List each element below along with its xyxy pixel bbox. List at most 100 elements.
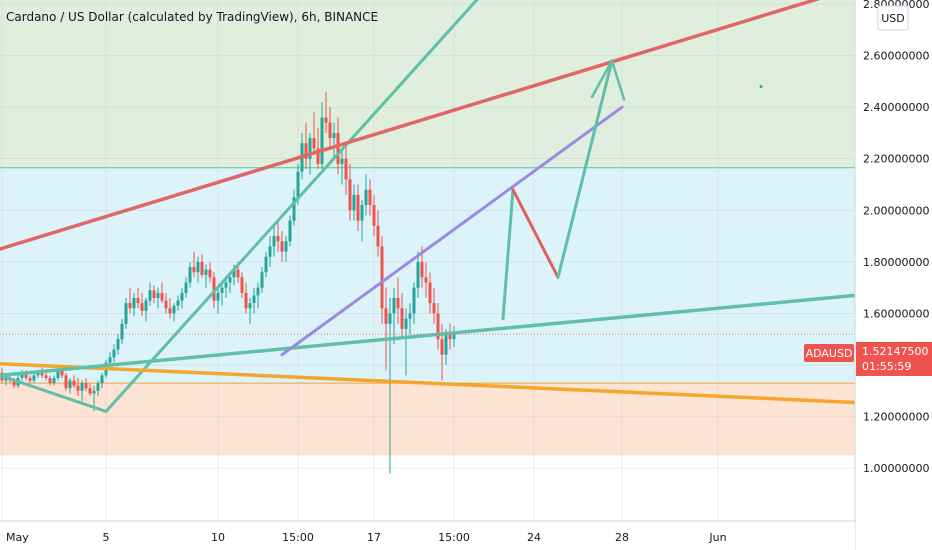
candle-body	[24, 372, 28, 378]
price-tick-label: 1.20000000	[863, 411, 929, 424]
time-axis-bg	[0, 521, 855, 550]
candle-body	[124, 303, 128, 324]
candle-body	[228, 277, 232, 283]
candle-body	[200, 261, 204, 275]
price-tag-countdown: 01:55:59	[862, 360, 911, 373]
time-tick-label: 10	[211, 531, 225, 544]
last-price-tag: ADAUSD 1.52147500 01:55:59	[804, 342, 932, 376]
candle-body	[248, 303, 252, 309]
candle-body	[268, 246, 272, 257]
projection-down	[511, 188, 560, 279]
candle-body	[332, 132, 336, 139]
time-tick-label: 15:00	[438, 531, 470, 544]
candle-body	[168, 308, 172, 314]
candle-body	[40, 372, 44, 376]
orange-support-line	[0, 362, 857, 405]
candle-body	[140, 303, 144, 311]
candle-body	[172, 305, 176, 314]
candle-body	[64, 375, 68, 389]
candle-body	[360, 205, 364, 221]
candle-body	[224, 282, 228, 288]
candle-body	[92, 390, 96, 394]
price-tag-symbol: ADAUSD	[806, 347, 853, 360]
price-axis-bg	[855, 0, 932, 550]
candle-body	[4, 377, 8, 381]
support-zone	[0, 383, 855, 456]
candle-body	[136, 298, 140, 304]
candle-body	[164, 300, 168, 309]
candles	[0, 91, 456, 474]
trend-drawings	[0, 0, 857, 413]
candle-body	[48, 377, 52, 384]
currency-label: USD	[881, 12, 905, 25]
candle-body	[76, 385, 80, 391]
price-tick-label: 1.00000000	[863, 462, 929, 475]
time-tick-label: Jun	[708, 531, 726, 544]
currency-button[interactable]: USD	[877, 5, 909, 31]
candle-body	[448, 334, 452, 340]
candle-body	[144, 300, 148, 311]
candle-body	[44, 375, 48, 378]
teal-support-line	[0, 293, 857, 378]
projection-up-2	[556, 59, 614, 279]
candle-body	[148, 290, 152, 301]
candle-body	[376, 225, 380, 247]
candle-body	[156, 292, 160, 298]
candle-body	[364, 189, 368, 206]
candle-body	[324, 117, 328, 123]
time-tick-label: 28	[615, 531, 629, 544]
candle-body	[436, 313, 440, 340]
candle-body	[252, 295, 256, 304]
candle-body	[304, 143, 308, 159]
projection-arrowhead	[590, 59, 626, 101]
candle-body	[60, 370, 64, 376]
time-tick-label: 24	[527, 531, 541, 544]
down-trend-line	[0, 373, 108, 413]
candle-body	[204, 269, 208, 275]
price-tick-label: 2.60000000	[863, 50, 929, 63]
candle-body	[328, 122, 332, 139]
candle-body	[12, 380, 16, 386]
candle-body	[372, 205, 376, 226]
candle-body	[280, 241, 284, 252]
candle-body	[152, 290, 156, 298]
candle-body	[88, 388, 92, 394]
candle-body	[108, 357, 112, 363]
candle-body	[28, 377, 32, 381]
candle-body	[416, 261, 420, 288]
candle-body	[272, 236, 276, 247]
candle-body	[80, 383, 84, 391]
candle-body	[220, 287, 224, 293]
candle-body	[68, 380, 72, 389]
time-tick-label: May	[6, 531, 29, 544]
price-axis[interactable]: 2.800000002.600000002.400000002.20000000…	[854, 0, 932, 550]
candle-body	[404, 318, 408, 329]
candle-body	[412, 287, 416, 314]
candle-body	[344, 158, 348, 180]
candle-body	[244, 292, 248, 309]
price-tick-label: 1.80000000	[863, 256, 929, 269]
candle-body	[336, 132, 340, 164]
candle-body	[72, 380, 76, 386]
candle-body	[208, 269, 212, 278]
candle-body	[432, 303, 436, 314]
candle-body	[308, 138, 312, 159]
candle-body	[352, 194, 356, 211]
candle-body	[348, 179, 352, 211]
purple-channel-line	[280, 105, 624, 357]
candle-body	[184, 282, 188, 293]
candle-body	[132, 298, 136, 309]
price-tick-label: 2.40000000	[863, 101, 929, 114]
candle-body	[112, 349, 116, 358]
candle-body	[100, 375, 104, 384]
candle-body	[176, 300, 180, 306]
candle-body	[120, 323, 124, 340]
candle-body	[420, 261, 424, 278]
candle-body	[212, 277, 216, 301]
candle-body	[264, 256, 268, 273]
steep-up-trend-line	[104, 0, 479, 413]
time-axis[interactable]: May 5 10 15:00 17 15:00 24 28 Jun	[0, 520, 855, 550]
projection-up-1	[501, 188, 515, 321]
